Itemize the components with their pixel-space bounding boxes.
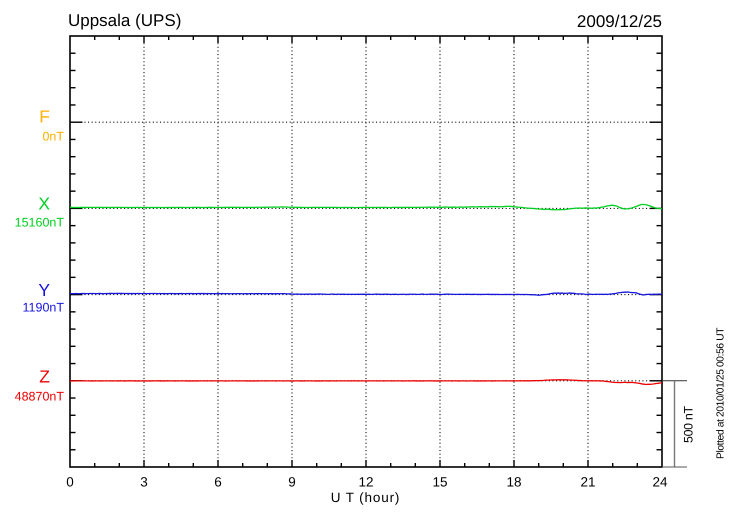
svg-text:24: 24 [652,475,668,490]
svg-text:Plotted at 2010/01/25 00:56 UT: Plotted at 2010/01/25 00:56 UT [716,328,727,459]
svg-text:12: 12 [358,475,373,490]
svg-text:48870nT: 48870nT [15,389,65,403]
svg-text:X: X [38,194,50,214]
svg-text:6: 6 [214,475,222,490]
svg-text:Z: Z [39,367,50,387]
svg-text:F: F [39,107,50,127]
svg-text:Y: Y [38,280,50,300]
svg-text:15160nT: 15160nT [15,216,65,230]
svg-text:18: 18 [506,475,521,490]
svg-text:Uppsala (UPS): Uppsala (UPS) [68,11,181,30]
svg-text:21: 21 [580,475,595,490]
svg-text:0nT: 0nT [42,130,64,144]
svg-text:0: 0 [66,475,74,490]
svg-text:9: 9 [288,475,296,490]
svg-text:2009/12/25: 2009/12/25 [577,12,662,31]
svg-text:1190nT: 1190nT [23,301,65,315]
svg-text:U T (hour): U T (hour) [331,490,401,505]
svg-text:500 nT: 500 nT [682,405,696,443]
svg-text:15: 15 [432,475,447,490]
svg-text:3: 3 [140,475,148,490]
